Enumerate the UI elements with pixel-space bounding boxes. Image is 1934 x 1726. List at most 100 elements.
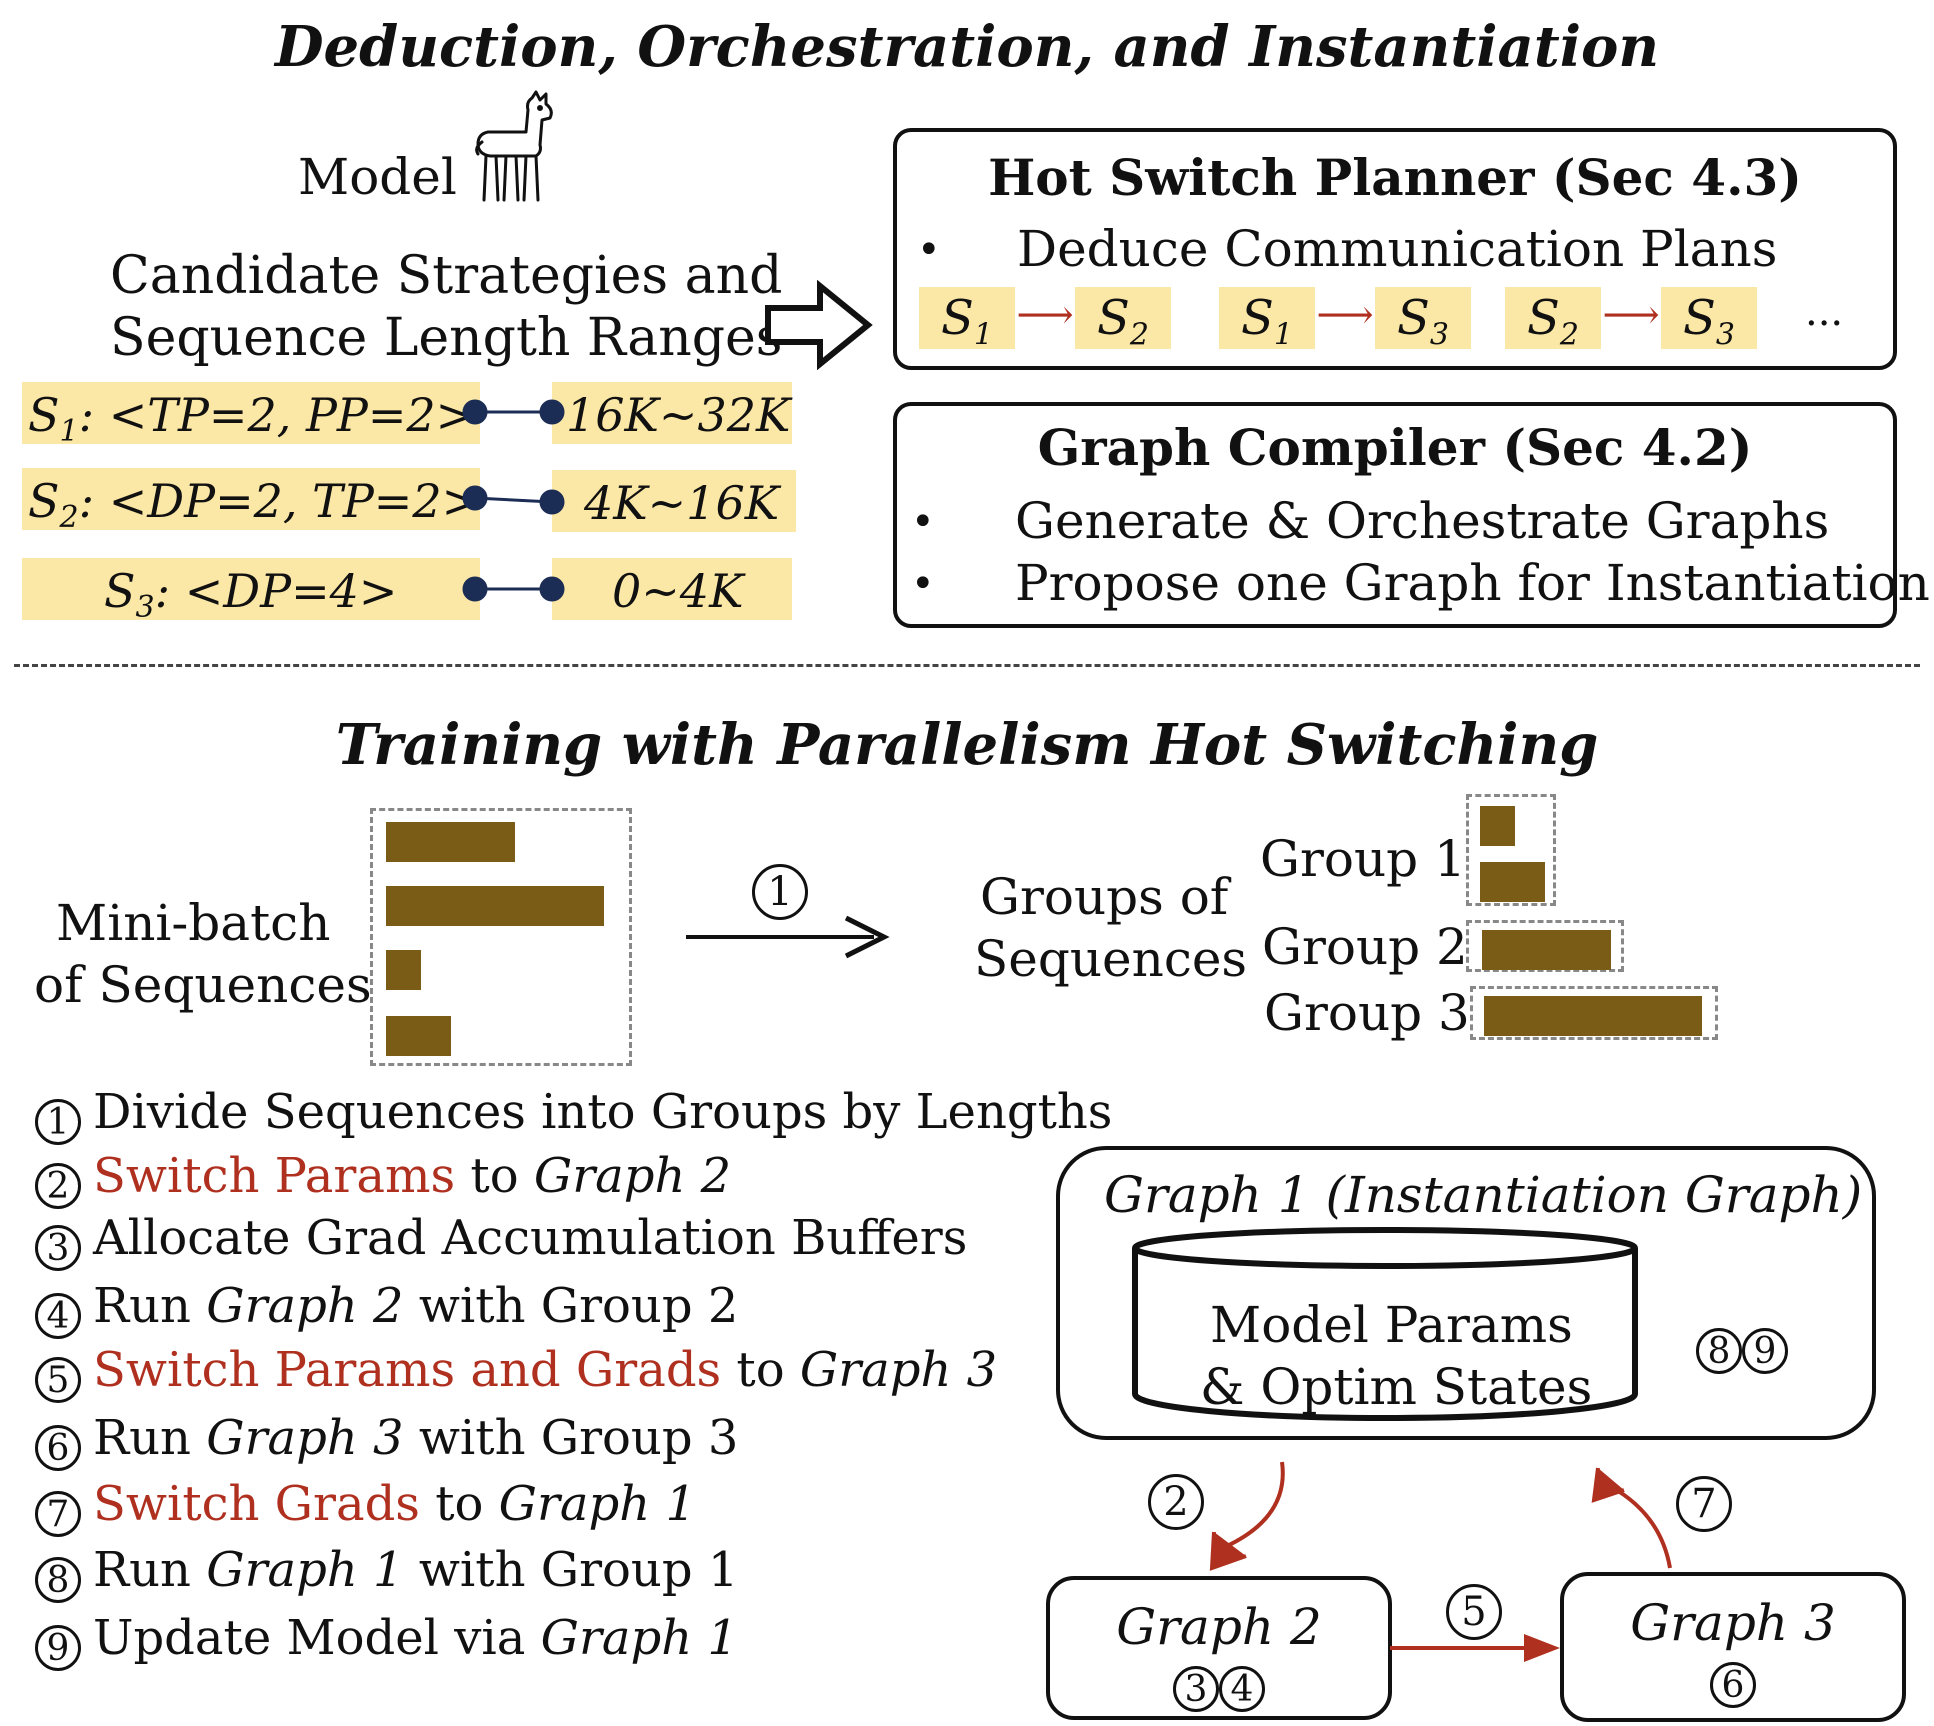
planner-title: Hot Switch Planner (Sec 4.3) — [988, 148, 1802, 207]
sequence-bar — [386, 950, 421, 990]
bottom-title: Training with Parallelism Hot Switching — [335, 712, 1599, 778]
connector-node — [462, 485, 488, 511]
step-text: Graph 3 — [799, 1342, 998, 1398]
step-text: to — [455, 1148, 534, 1204]
top-title: Deduction, Orchestration, and Instantiat… — [274, 14, 1660, 80]
arrow-label-2: 2 — [1148, 1474, 1204, 1530]
step-text: Switch Params — [93, 1148, 456, 1204]
step-circle: 8 — [35, 1557, 81, 1603]
group-1-label: Group 1 — [1260, 830, 1466, 888]
step-circle: 3 — [35, 1225, 81, 1271]
groups-line2: Sequences — [974, 930, 1248, 988]
step-text: Graph 2 — [206, 1278, 404, 1334]
candidate-line2: Sequence Length Ranges — [110, 308, 783, 368]
hollow-right-arrow-icon — [765, 280, 873, 370]
plan-ellipsis: ... — [1805, 289, 1844, 335]
step-item-5: 5 Switch Params and Grads to Graph 3 — [35, 1346, 997, 1403]
section-divider — [14, 664, 1920, 667]
step-circle: 6 — [35, 1425, 81, 1471]
group-2-box — [1466, 920, 1624, 972]
step-text: Graph 1 — [206, 1542, 404, 1598]
strategy-connectors — [462, 399, 565, 602]
step-text: Graph 3 — [206, 1410, 404, 1466]
connector-node — [539, 489, 565, 515]
right-arrow-icon — [686, 915, 890, 959]
step-text: to — [419, 1476, 499, 1532]
step-text: Switch Params and Grads — [93, 1342, 722, 1398]
compiler-bullet-icon: • — [911, 499, 935, 545]
step-circle: 2 — [35, 1163, 81, 1209]
llama-icon — [475, 90, 553, 202]
group-3-label: Group 3 — [1264, 984, 1470, 1042]
graph-1-title: Graph 1 (Instantiation Graph) — [1104, 1166, 1863, 1224]
step-item-7: 7 Switch Grads to Graph 1 — [35, 1480, 696, 1537]
graph-2-title: Graph 2 — [1116, 1598, 1322, 1656]
step-item-2: 2 Switch Params to Graph 2 — [35, 1152, 731, 1209]
step-item-9: 9 Update Model via Graph 1 — [35, 1614, 738, 1671]
step-text: Graph 1 — [540, 1610, 738, 1666]
hot-switch-planner-box: Hot Switch Planner (Sec 4.3) • Deduce Co… — [893, 128, 1897, 370]
step-circle: 5 — [35, 1357, 81, 1403]
compiler-title: Graph Compiler (Sec 4.2) — [1037, 418, 1753, 477]
plan-pair-3: S2 ⟶ S3 — [1505, 287, 1757, 353]
strategy-range: 4K~16K — [584, 476, 780, 530]
strategy-label: S2: <DP=2, TP=2> — [28, 474, 481, 536]
sequence-bar — [386, 1016, 451, 1056]
minibatch-line2: of Sequences — [34, 956, 372, 1014]
connector-node — [462, 576, 488, 602]
group-sequence-bar — [1480, 862, 1545, 902]
groups-line1: Groups of — [980, 868, 1229, 926]
minibatch-line1: Mini-batch — [56, 894, 331, 952]
strategy-label: S1: <TP=2, PP=2> — [28, 388, 475, 450]
step-circle: 9 — [35, 1625, 81, 1671]
database-cylinder-icon — [1132, 1227, 1638, 1421]
connector-node — [539, 576, 565, 602]
connector-node — [539, 399, 565, 425]
graph-compiler-box: Graph Compiler (Sec 4.2) • Generate & Or… — [893, 402, 1930, 628]
minibatch-box — [370, 808, 632, 1066]
step-text: Switch Grads — [93, 1476, 420, 1532]
graph-3-steps: 6 — [1564, 1662, 1902, 1708]
plan-pair-2: S1 ⟶ S3 — [1219, 287, 1471, 353]
arrow-graph1-to-graph2 — [1217, 1461, 1285, 1552]
step-circle: 9 — [1742, 1328, 1788, 1374]
step-circle: 4 — [35, 1293, 81, 1339]
step-text: Run — [93, 1410, 207, 1466]
step-circle: 1 — [35, 1099, 81, 1145]
compiler-bullet-icon: • — [911, 561, 935, 607]
strategy-range: 16K~32K — [566, 388, 791, 442]
arrow-step-1: 1 — [752, 864, 808, 920]
step-circle: 7 — [35, 1491, 81, 1537]
step-circle: 6 — [1710, 1662, 1756, 1708]
planner-bullet-icon: • — [917, 227, 941, 273]
compiler-bullet-2: Propose one Graph for Instantiation — [1015, 554, 1930, 612]
step-circle: 3 — [1173, 1666, 1219, 1712]
arrow-label-5: 5 — [1446, 1584, 1502, 1640]
db-line1: Model Params — [1210, 1296, 1573, 1354]
graph-3-title: Graph 3 — [1630, 1594, 1836, 1652]
sequence-bar — [386, 886, 604, 926]
step-text: to — [721, 1342, 800, 1398]
step-text: Graph 1 — [498, 1476, 696, 1532]
step-text: with Group 2 — [403, 1278, 739, 1334]
step-text: Allocate Grad Accumulation Buffers — [93, 1210, 968, 1266]
step-circle: 4 — [1219, 1666, 1265, 1712]
step-text: Graph 2 — [533, 1148, 732, 1204]
graph-1-box: Graph 1 (Instantiation Graph) Model Para… — [1056, 1146, 1876, 1440]
group-sequence-bar — [1482, 930, 1611, 970]
arrow-graph2-to-graph3 — [1390, 1634, 1560, 1662]
step-item-6: 6 Run Graph 3 with Group 3 — [35, 1414, 738, 1471]
planner-bullet: Deduce Communication Plans — [1017, 220, 1778, 278]
strategy-range: 0~4K — [612, 564, 744, 618]
step-text: Run — [93, 1542, 207, 1598]
strategy-label: S3: <DP=4> — [104, 564, 398, 626]
sequence-bar — [386, 822, 515, 862]
graph-3-box: Graph 3 6 — [1560, 1572, 1906, 1722]
step-item-8: 8 Run Graph 1 with Group 1 — [35, 1546, 738, 1603]
candidate-line1: Candidate Strategies and — [110, 246, 783, 306]
graph-flow-arrows — [1209, 1461, 1672, 1571]
plan-pair-1: S1 ⟶ S2 — [919, 287, 1171, 353]
group-sequence-bar — [1480, 806, 1515, 846]
